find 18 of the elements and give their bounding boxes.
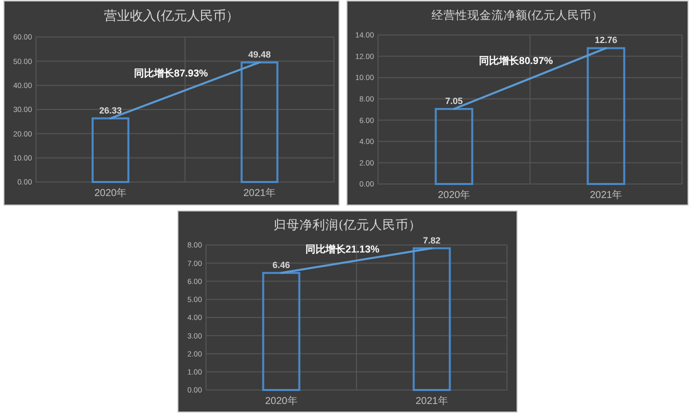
data-label: 26.33	[99, 105, 122, 116]
x-tick-label: 2021年	[590, 189, 622, 201]
data-label: 6.46	[272, 260, 290, 270]
data-label: 7.05	[445, 96, 463, 106]
data-label: 7.82	[422, 235, 441, 246]
x-tick-label: 2020年	[438, 189, 470, 201]
x-tick-label: 2021年	[416, 395, 448, 407]
data-label: 49.48	[248, 49, 271, 60]
chart-title: 经营性现金流净额(亿元人民币）	[431, 8, 604, 22]
x-tick-label: 2020年	[94, 187, 127, 199]
x-tick-label: 2020年	[265, 395, 298, 407]
annotation: 同比增长80.97%	[479, 55, 554, 68]
x-tick-label: 2021年	[243, 187, 276, 199]
data-label: 12.76	[594, 35, 618, 46]
chart-title: 归母净利润(亿元人民币）	[274, 217, 422, 232]
annotation: 同比增长21.13%	[306, 243, 380, 256]
chart-title: 营业收入(亿元人民币）	[104, 9, 240, 24]
annotation: 同比增长87.93%	[134, 68, 208, 80]
